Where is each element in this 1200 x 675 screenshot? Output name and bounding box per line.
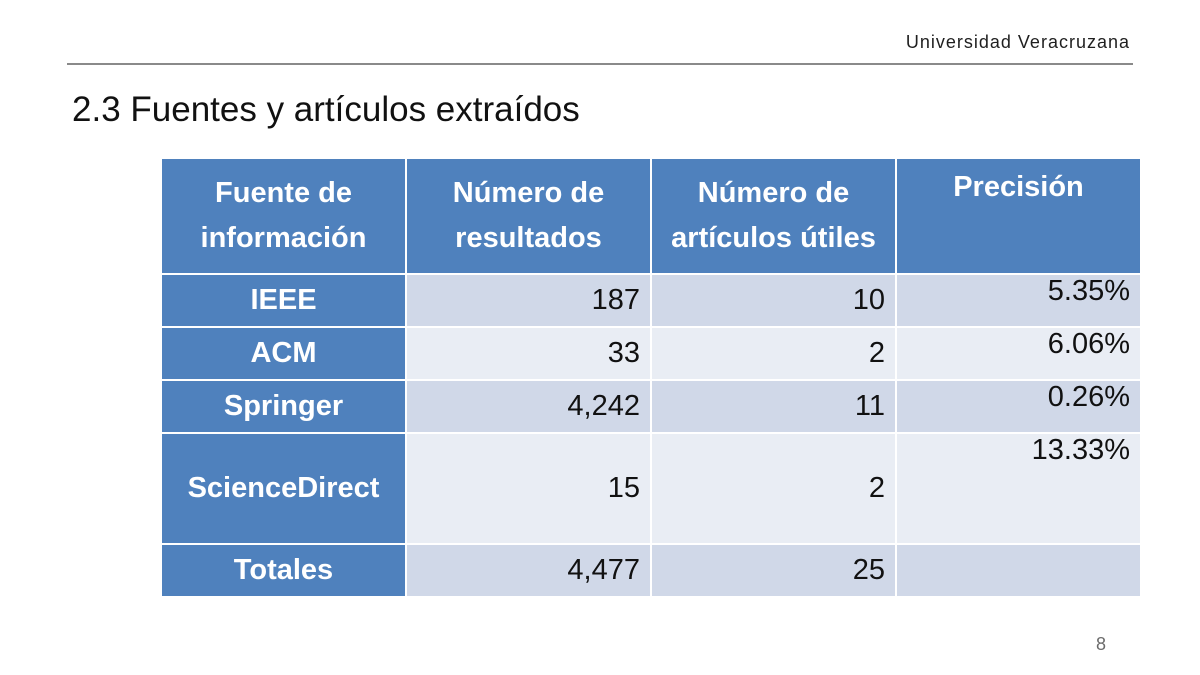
row-source: ACM [162,328,405,379]
totals-useful: 25 [652,545,895,596]
header-results: Número de resultados [407,159,650,273]
header-results-line2: resultados [455,222,602,254]
table-row: ScienceDirect 15 2 13.33% [162,434,1140,543]
row-results: 15 [407,434,650,543]
header-divider [67,63,1133,65]
table-header-row: Fuente de información Número de resultad… [162,159,1140,273]
row-results: 4,242 [407,381,650,432]
header-source: Fuente de información [162,159,405,273]
row-precision: 6.06% [897,328,1140,379]
row-precision: 13.33% [897,434,1140,543]
row-source: Springer [162,381,405,432]
row-results: 33 [407,328,650,379]
row-useful: 2 [652,434,895,543]
header-source-line2: información [200,222,367,254]
header-source-line1: Fuente de [215,177,352,210]
table-row: ACM 33 2 6.06% [162,328,1140,379]
row-useful: 10 [652,275,895,326]
row-precision: 0.26% [897,381,1140,432]
row-precision: 5.35% [897,275,1140,326]
row-useful: 2 [652,328,895,379]
header-useful-line2: artículos útiles [671,222,876,254]
totals-row: Totales 4,477 25 [162,545,1140,596]
slide-title: 2.3 Fuentes y artículos extraídos [72,90,580,129]
row-source: ScienceDirect [162,434,405,543]
row-results: 187 [407,275,650,326]
header-useful-line1: Número de [697,177,850,210]
page-number: 8 [1095,634,1106,654]
header-results-line1: Número de [452,177,605,210]
table-row: IEEE 187 10 5.35% [162,275,1140,326]
totals-label: Totales [162,545,405,596]
row-useful: 11 [652,381,895,432]
organization-name: Universidad Veracruzana [905,32,1130,52]
totals-results: 4,477 [407,545,650,596]
table-row: Springer 4,242 11 0.26% [162,381,1140,432]
header-useful: Número de artículos útiles [652,159,895,273]
row-source: IEEE [162,275,405,326]
sources-table: Fuente de información Número de resultad… [160,157,1142,598]
totals-precision [897,545,1140,596]
header-precision: Precisión [897,159,1140,273]
